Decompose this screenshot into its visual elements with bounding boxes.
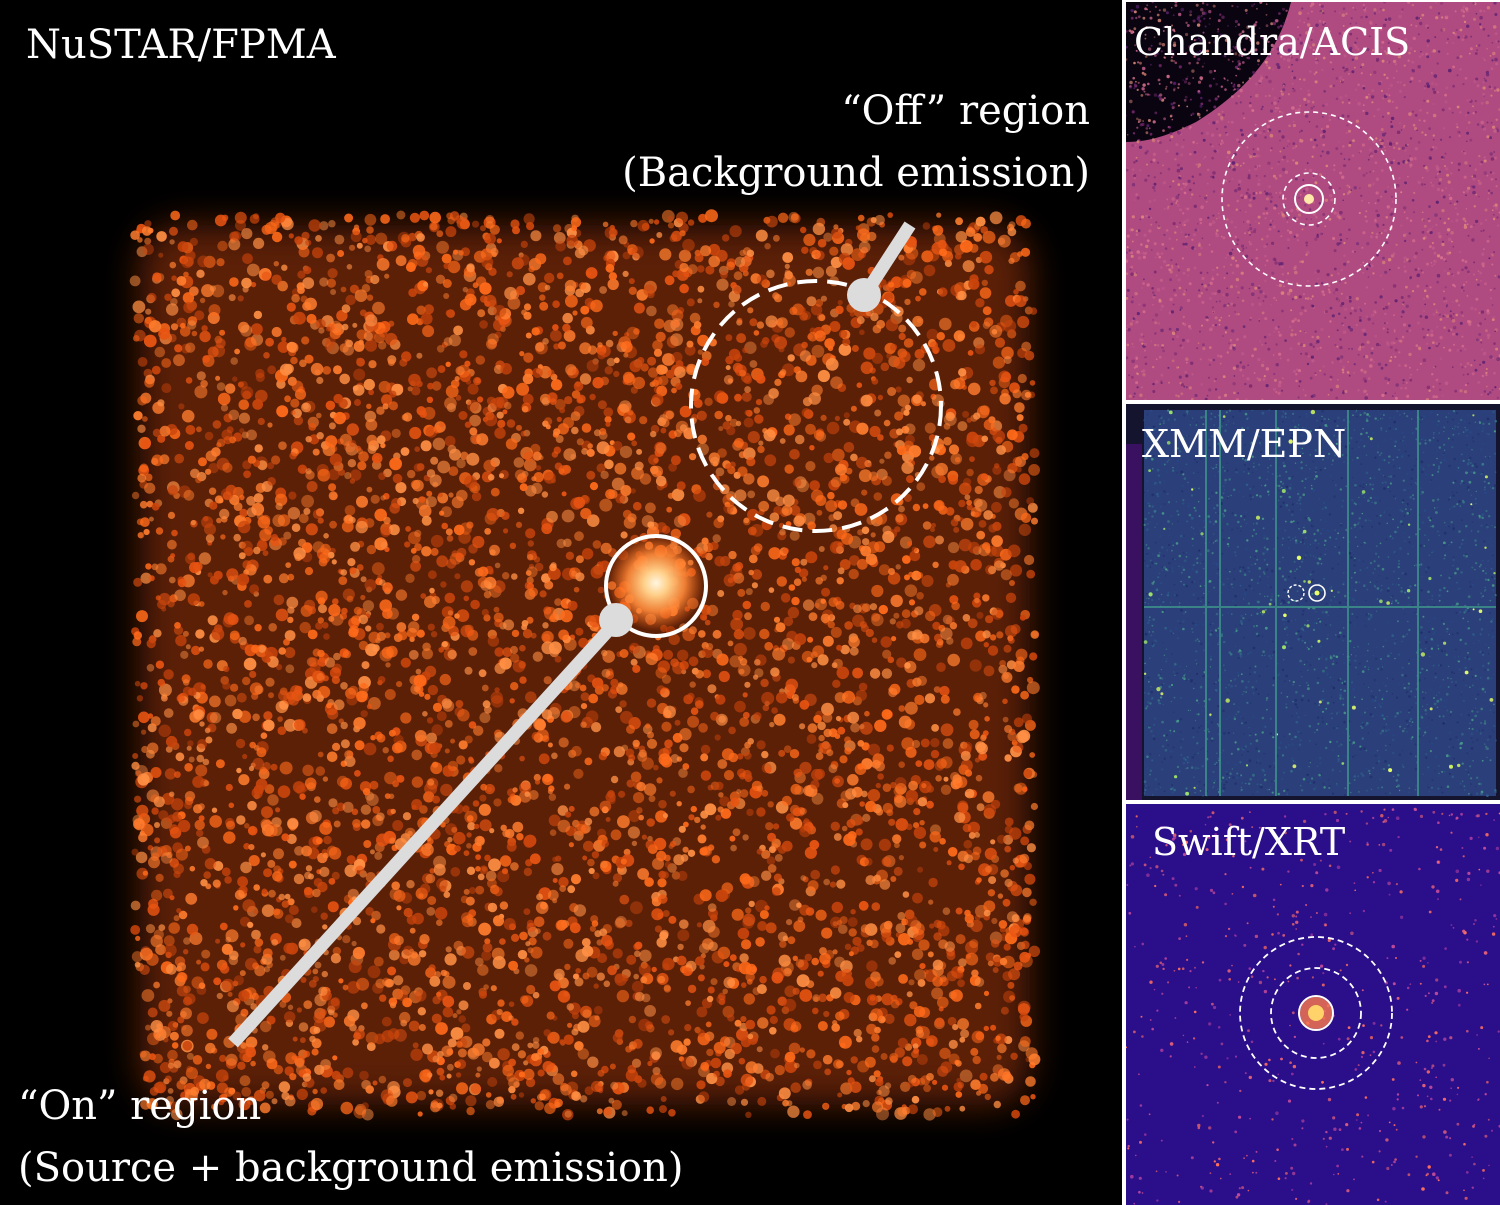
nustar-image [129, 209, 1041, 1121]
swift-photon-speckle [1126, 807, 1500, 1205]
on-region-label-line1: “On” region [18, 1083, 262, 1129]
swift-image [1126, 804, 1500, 1205]
swift-xrt-panel: Swift/XRT [1126, 804, 1500, 1205]
on-region-label: “On” region (Source + background emissio… [18, 1075, 683, 1199]
chandra-photon-speckle [1126, 2, 1500, 400]
xmm-source-circle [1308, 584, 1326, 602]
xmm-ccd-gaps [1144, 410, 1496, 796]
on-region-label-line2: (Source + background emission) [18, 1145, 684, 1191]
nustar-photon-speckle [129, 209, 1041, 1121]
chandra-title: Chandra/ACIS [1134, 20, 1411, 64]
off-region-circle [689, 279, 943, 533]
xmm-epn-panel: XMM/EPN [1126, 404, 1500, 800]
chandra-image [1126, 2, 1500, 400]
nustar-fpma-panel: NuSTAR/FPMA “Off” region (Background emi… [0, 0, 1122, 1205]
on-region-pointer-tip [599, 603, 633, 637]
xmm-source [1314, 590, 1320, 596]
off-region-label-line2: (Background emission) [622, 150, 1090, 196]
xmm-title: XMM/EPN [1142, 422, 1347, 466]
nustar-title: NuSTAR/FPMA [26, 22, 336, 68]
xmm-image [1126, 404, 1500, 800]
chandra-chip-gap [1126, 2, 1291, 142]
xmm-bg-circle [1287, 584, 1305, 602]
swift-title: Swift/XRT [1152, 820, 1346, 864]
on-region-circle [604, 534, 708, 638]
xmm-field [1144, 410, 1496, 796]
off-region-label: “Off” region (Background emission) [622, 80, 1090, 204]
xmm-photon-speckle [1143, 409, 1498, 797]
chandra-bg-annulus-outer [1221, 111, 1397, 287]
on-region-pointer [228, 617, 621, 1048]
off-region-label-line1: “Off” region [841, 88, 1090, 134]
swift-source [1308, 1005, 1324, 1021]
chandra-bg-annulus-inner [1282, 172, 1336, 226]
chandra-acis-panel: Chandra/ACIS [1126, 2, 1500, 400]
swift-bg-annulus-inner [1270, 967, 1362, 1059]
chandra-source [1304, 194, 1314, 204]
on-region-glow [608, 535, 704, 631]
chandra-source-circle [1294, 184, 1324, 214]
swift-source-circle [1298, 995, 1334, 1031]
xmm-left-edge [1126, 444, 1142, 800]
swift-bg-annulus-outer [1239, 936, 1393, 1090]
off-region-pointer-tip [847, 278, 881, 312]
